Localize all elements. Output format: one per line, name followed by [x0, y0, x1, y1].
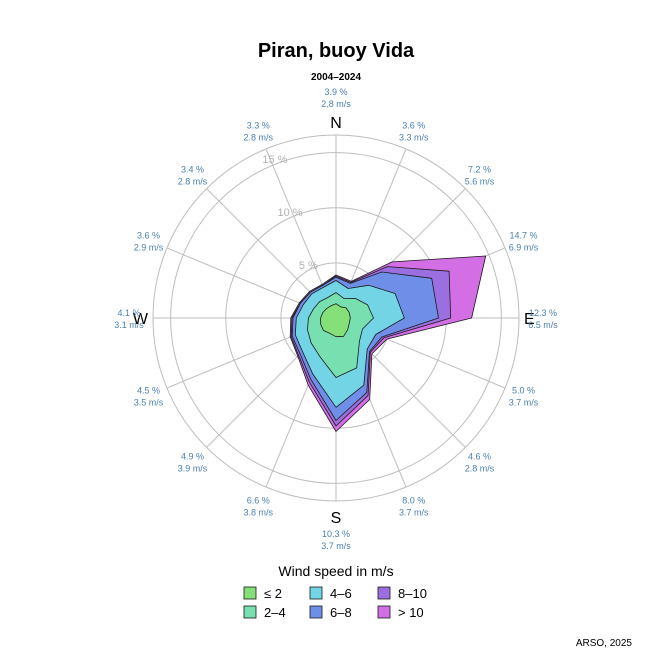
ring-label: 10 %	[278, 207, 303, 219]
legend-label: ≤ 2	[264, 586, 282, 601]
chart-title: Piran, buoy Vida	[258, 40, 415, 62]
stat-speed: 3.9 m/s	[178, 464, 208, 474]
legend-swatch	[377, 605, 391, 619]
cardinal-label: N	[330, 115, 342, 132]
stat-speed: 3.7 m/s	[399, 508, 429, 518]
credit-text: ARSO, 2025	[576, 638, 633, 649]
legend-label: 6–8	[330, 605, 352, 620]
stat-speed: 3.3 m/s	[399, 133, 429, 143]
stat-speed: 6.9 m/s	[509, 242, 539, 252]
wind-speed-areas	[289, 255, 487, 432]
stat-speed: 2.8 m/s	[178, 177, 208, 187]
cardinal-label: S	[331, 510, 342, 527]
legend-swatch	[243, 586, 257, 600]
legend-swatch	[243, 605, 257, 619]
stat-frequency: 5.0 %	[512, 386, 535, 396]
stat-speed: 5.6 m/s	[465, 177, 495, 187]
stat-frequency: 3.3 %	[247, 121, 270, 131]
stat-speed: 2.8 m/s	[321, 99, 351, 109]
stat-frequency: 4.1 %	[117, 308, 140, 318]
cardinal-label: E	[524, 311, 535, 328]
stat-speed: 3.5 m/s	[134, 398, 164, 408]
stat-frequency: 3.6 %	[137, 230, 160, 240]
stat-frequency: 8.0 %	[402, 496, 425, 506]
stat-frequency: 12.3 %	[529, 308, 557, 318]
stat-frequency: 10.3 %	[322, 529, 350, 539]
stat-speed: 2.8 m/s	[465, 464, 495, 474]
legend-title: Wind speed in m/s	[278, 563, 393, 579]
stat-speed: 2.9 m/s	[134, 242, 164, 252]
stat-frequency: 4.6 %	[468, 452, 491, 462]
stat-speed: 6.5 m/s	[528, 320, 558, 330]
stat-frequency: 6.6 %	[247, 496, 270, 506]
stat-frequency: 4.5 %	[137, 386, 160, 396]
stat-frequency: 3.6 %	[402, 121, 425, 131]
direction-stats: 3.9 % 2.8 m/s 3.6 % 3.3 m/s 7.2 % 5.6 m/s 14.7…	[114, 87, 558, 551]
stat-speed: 3.7 m/s	[321, 541, 351, 551]
cardinal-label: W	[133, 311, 149, 328]
legend-label: 2–4	[264, 605, 286, 620]
legend-label: 8–10	[398, 586, 427, 601]
ring-label: 15 %	[262, 154, 287, 166]
legend-label: > 10	[398, 605, 424, 620]
legend-label: 4–6	[330, 586, 352, 601]
legend-swatch	[309, 586, 323, 600]
stat-frequency: 3.4 %	[181, 165, 204, 175]
stat-frequency: 7.2 %	[468, 165, 491, 175]
area-series-5	[320, 303, 351, 338]
stat-speed: 3.8 m/s	[244, 508, 274, 518]
legend-swatch	[377, 586, 391, 600]
stat-speed: 3.1 m/s	[114, 320, 144, 330]
ring-label: 5 %	[299, 260, 318, 272]
stat-speed: 2.8 m/s	[244, 133, 274, 143]
chart-subtitle: 2004–2024	[311, 72, 361, 83]
legend-swatch	[309, 605, 323, 619]
stat-frequency: 3.9 %	[324, 87, 347, 97]
axis-labels: 5 % 10 % 15 % N E S W	[133, 115, 535, 527]
stat-frequency: 4.9 %	[181, 452, 204, 462]
stat-frequency: 14.7 %	[509, 230, 537, 240]
stat-speed: 3.7 m/s	[509, 398, 539, 408]
legend: Wind speed in m/s ≤ 2 4–6 8–10 2–4 6–8 > 10	[243, 563, 427, 620]
